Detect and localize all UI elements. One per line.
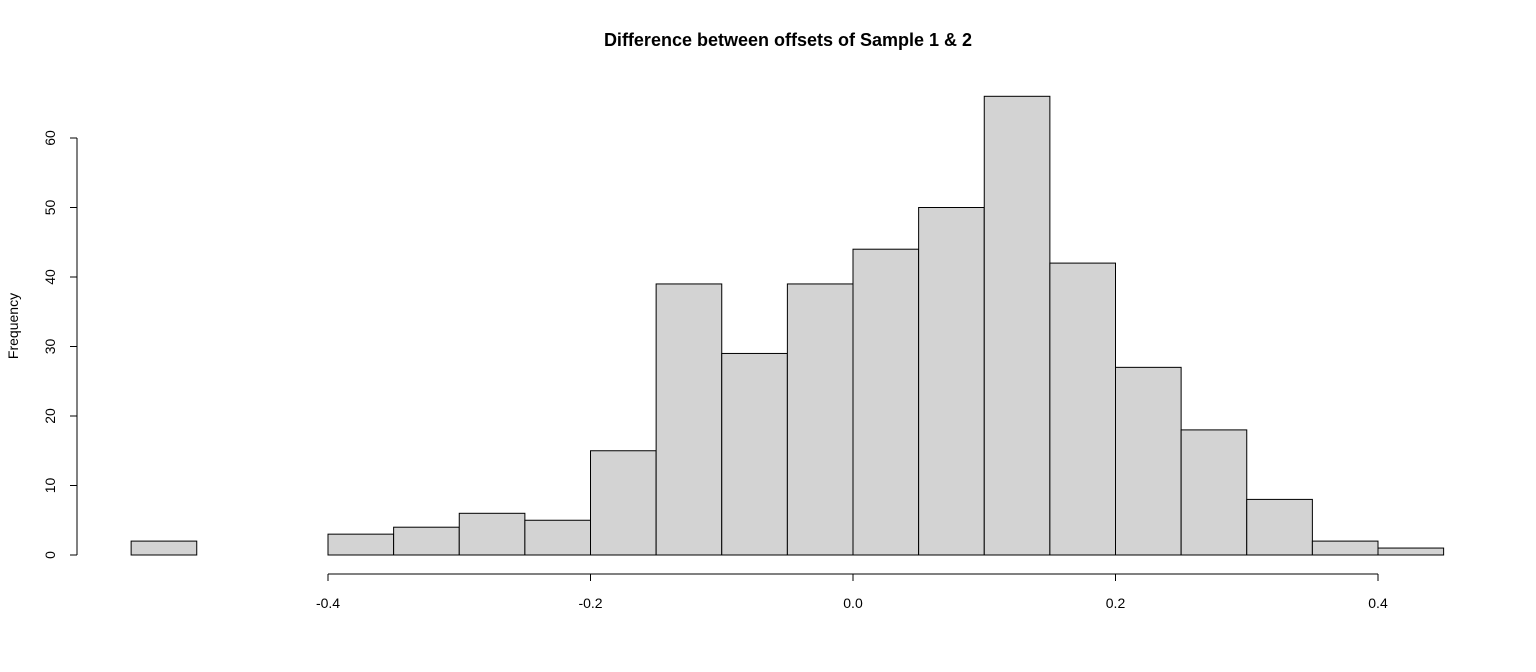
y-tick-label: 40 bbox=[42, 269, 58, 285]
y-axis: 0 10 20 30 40 50 60 bbox=[42, 130, 78, 559]
chart-title: Difference between offsets of Sample 1 &… bbox=[604, 30, 972, 50]
histogram-bar bbox=[130, 540, 198, 556]
histogram-bar bbox=[1377, 547, 1445, 556]
x-tick-label: 0.0 bbox=[843, 595, 863, 611]
histogram-bar bbox=[1049, 262, 1116, 556]
x-axis: -0.4 -0.2 0.0 0.2 0.4 bbox=[316, 573, 1388, 611]
histogram-bar bbox=[786, 283, 854, 556]
bars-group bbox=[130, 95, 1445, 556]
histogram-bar bbox=[1311, 540, 1379, 556]
y-tick-label: 0 bbox=[42, 551, 58, 559]
x-tick-label: 0.2 bbox=[1106, 595, 1126, 611]
histogram-bar bbox=[983, 95, 1051, 556]
x-tick-label: 0.4 bbox=[1368, 595, 1388, 611]
y-tick-label: 20 bbox=[42, 408, 58, 424]
histogram-bar bbox=[524, 519, 591, 556]
histogram-bar bbox=[458, 512, 526, 556]
histogram-bar bbox=[327, 533, 395, 556]
y-tick-label: 10 bbox=[42, 478, 58, 494]
histogram-bar bbox=[590, 450, 657, 556]
histogram-bar bbox=[393, 526, 460, 556]
histogram-bar bbox=[655, 283, 723, 556]
histogram-bar bbox=[1115, 366, 1182, 556]
histogram-bar bbox=[1180, 429, 1248, 556]
histogram-bar bbox=[1246, 498, 1313, 556]
y-axis-label: Frequency bbox=[5, 293, 21, 359]
histogram-bar bbox=[721, 352, 788, 556]
x-tick-label: -0.2 bbox=[578, 595, 602, 611]
histogram-bar bbox=[918, 207, 985, 556]
histogram-bar bbox=[852, 248, 920, 556]
x-tick-label: -0.4 bbox=[316, 595, 340, 611]
y-tick-label: 30 bbox=[42, 339, 58, 355]
y-tick-label: 60 bbox=[42, 130, 58, 146]
y-tick-label: 50 bbox=[42, 200, 58, 216]
